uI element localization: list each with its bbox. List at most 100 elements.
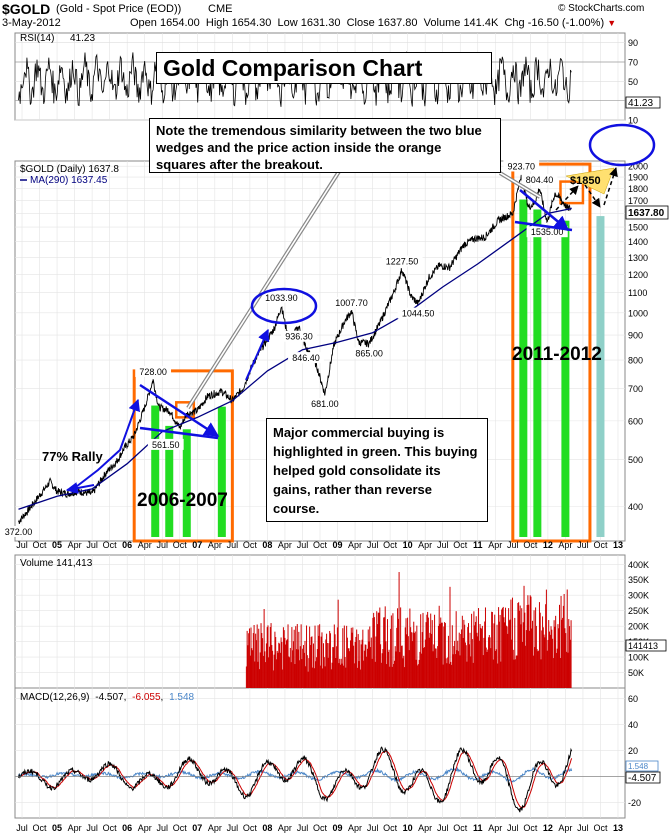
x-axis-label-macd: 11 xyxy=(473,823,483,833)
x-axis-label-macd: Apr xyxy=(138,823,152,833)
rally-arrow-2 xyxy=(65,482,95,494)
x-axis-label-macd: Apr xyxy=(208,823,222,833)
x-axis-label-macd: Jul xyxy=(507,823,519,833)
volume-label: Volume 141,413 xyxy=(20,558,93,569)
x-axis-label-price: Jul xyxy=(507,540,519,550)
macd-tick-label: 20 xyxy=(628,746,638,756)
x-axis-label-macd: Oct xyxy=(383,823,398,833)
x-axis-label-macd: Apr xyxy=(418,823,432,833)
header-date: 3-May-2012 xyxy=(2,17,61,29)
price-label-bg xyxy=(260,291,302,303)
x-axis-label-macd: Jul xyxy=(297,823,309,833)
x-axis-label-macd: Apr xyxy=(488,823,502,833)
highlight-box xyxy=(132,369,234,543)
price-label: 804.40 xyxy=(526,175,554,185)
price-label-bg xyxy=(521,173,558,185)
rsi-label: RSI(14) xyxy=(20,33,54,44)
price-tick-label: 1500 xyxy=(628,223,648,233)
wedge-1-top xyxy=(139,383,220,438)
x-axis-label-price: 13 xyxy=(613,540,623,550)
x-axis-label-price: Apr xyxy=(68,540,82,550)
price-label-bg xyxy=(397,307,439,319)
price-label: 728.00 xyxy=(139,367,167,377)
price-label-bg xyxy=(381,255,423,267)
price-label: 681.00 xyxy=(311,399,339,409)
price-tick-label: 800 xyxy=(628,356,643,366)
volume-tick-label: 300K xyxy=(628,591,649,601)
buying-bar xyxy=(182,429,191,537)
price-label: 846.40 xyxy=(292,353,320,363)
x-axis-label-price: Oct xyxy=(383,540,398,550)
macd-line xyxy=(18,746,573,813)
x-axis-label-price: 11 xyxy=(473,540,483,550)
macd-label: MACD(12,26,9) -4.507, -6.055, 1.548 xyxy=(20,692,195,703)
price-label: 1044.50 xyxy=(402,309,435,319)
wedge-2-bottom xyxy=(514,220,573,232)
x-axis-label-macd: Apr xyxy=(558,823,572,833)
price-label: $GOLD (Daily) 1637.8 xyxy=(20,164,119,175)
buying-bar xyxy=(561,220,570,537)
header-exchange: CME xyxy=(208,3,233,15)
price-label-bg xyxy=(0,525,37,537)
x-axis-label-macd: Oct xyxy=(103,823,118,833)
price-label-bg xyxy=(331,297,373,309)
ma-label: MA(290) 1637.45 xyxy=(30,175,108,186)
target-label: $1850 xyxy=(570,175,601,187)
rsi-last-value: 41.23 xyxy=(628,98,653,109)
price-tick-label: 2000 xyxy=(628,162,648,172)
x-axis-label-price: 07 xyxy=(192,540,202,550)
x-axis-label-macd: Oct xyxy=(313,823,328,833)
x-axis-label-price: Apr xyxy=(418,540,432,550)
volume-tick-label: 350K xyxy=(628,575,649,585)
x-axis-label-macd: Oct xyxy=(243,823,258,833)
x-axis-label-macd: 10 xyxy=(403,823,413,833)
price-label-bg xyxy=(351,347,387,359)
x-axis-label-price: Jul xyxy=(297,540,309,550)
price-tick-label: 1700 xyxy=(628,196,648,206)
price-last-value: 1637.80 xyxy=(628,208,665,219)
price-series xyxy=(18,174,572,524)
price-tick-label: 700 xyxy=(628,384,643,394)
x-axis-label-price: 09 xyxy=(333,540,343,550)
ma-series xyxy=(18,207,572,510)
macd-hist-last: 1.548 xyxy=(628,762,649,771)
rsi-tick-label: 50 xyxy=(628,77,638,87)
price-tick-label: 600 xyxy=(628,416,643,426)
price-tick-label: 1800 xyxy=(628,184,648,194)
projection-down xyxy=(584,184,601,208)
breakout-arrow-1 xyxy=(245,328,270,381)
x-axis-label-macd: Oct xyxy=(173,823,188,833)
highlight-box xyxy=(511,162,592,543)
price-tick-label: 900 xyxy=(628,331,643,341)
x-axis-label-macd: Jul xyxy=(156,823,168,833)
x-axis-label-price: Oct xyxy=(103,540,118,550)
header-volume: 141.4K xyxy=(463,17,499,29)
price-label-bg xyxy=(503,160,540,172)
price-label: 1535.00 xyxy=(531,227,564,237)
x-axis-label-macd: Jul xyxy=(577,823,589,833)
x-axis-label-price: 08 xyxy=(262,540,272,550)
volume-tick-label: 50K xyxy=(628,668,644,678)
x-axis-label-price: Oct xyxy=(243,540,258,550)
x-axis-label-price: Jul xyxy=(577,540,589,550)
price-label-bg xyxy=(147,438,184,450)
buying-bar xyxy=(151,405,160,537)
x-axis-label-macd: 06 xyxy=(122,823,132,833)
x-axis-label-price: Apr xyxy=(558,540,572,550)
x-axis-label-macd: Apr xyxy=(278,823,292,833)
header-high: 1654.30 xyxy=(231,17,272,29)
price-tick-label: 1000 xyxy=(628,308,648,318)
volume-tick-label: 100K xyxy=(628,653,649,663)
x-axis-label-macd: 08 xyxy=(262,823,272,833)
buying-bar xyxy=(519,199,528,537)
header-ohlc: Open 1654.00 High 1654.30 Low 1631.30 Cl… xyxy=(130,17,617,29)
price-label: 936.30 xyxy=(285,332,313,342)
macd-tick-label: -20 xyxy=(628,798,641,808)
x-axis-label-price: Oct xyxy=(173,540,188,550)
x-axis-label-price: Jul xyxy=(227,540,239,550)
breakout-square xyxy=(559,180,585,205)
macd-tick-label: 60 xyxy=(628,694,638,704)
x-axis-label-price: Oct xyxy=(313,540,328,550)
macd-last-value: -4.507 xyxy=(628,773,657,784)
x-axis-label-macd: 12 xyxy=(543,823,553,833)
